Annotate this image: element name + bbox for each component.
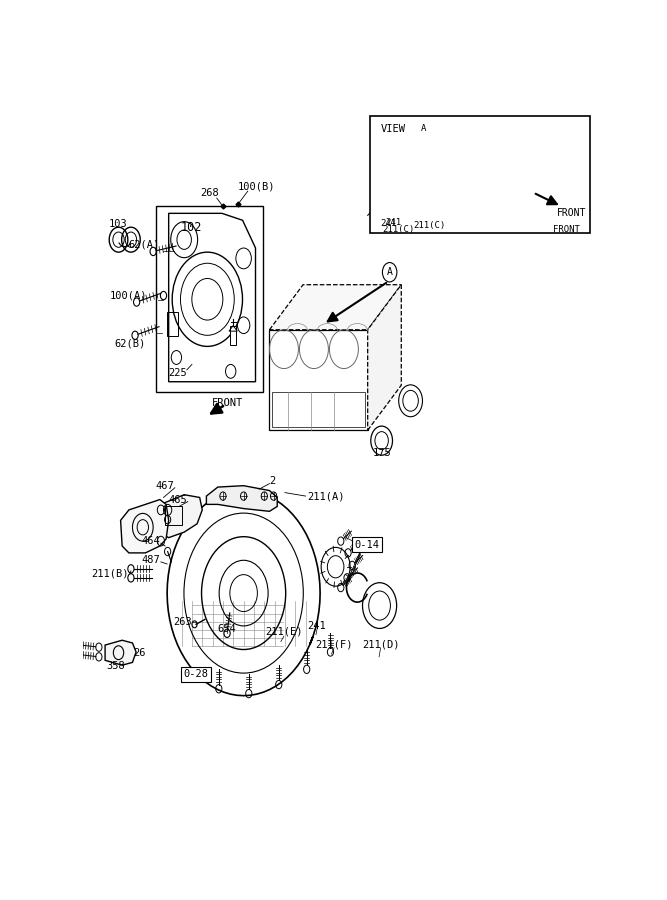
Text: 100(B): 100(B): [238, 181, 275, 192]
Text: 26: 26: [133, 648, 145, 659]
Polygon shape: [151, 495, 202, 537]
Text: 241: 241: [380, 220, 396, 229]
Text: 175: 175: [372, 448, 391, 458]
Text: 654: 654: [217, 624, 237, 634]
Bar: [230, 326, 236, 345]
Text: 263: 263: [173, 617, 192, 627]
Text: 211(C): 211(C): [414, 221, 446, 230]
Text: 241: 241: [386, 218, 402, 227]
Text: A: A: [421, 124, 426, 133]
Text: 211(D): 211(D): [362, 639, 400, 650]
Text: 211(B): 211(B): [91, 569, 129, 579]
Text: 102: 102: [181, 220, 202, 234]
Text: 2: 2: [269, 476, 275, 486]
Text: 100(A): 100(A): [110, 290, 147, 300]
Text: 268: 268: [201, 188, 219, 198]
Bar: [370, 116, 590, 233]
Text: 487: 487: [141, 554, 160, 565]
Text: 62(A): 62(A): [129, 239, 160, 249]
Text: 467: 467: [155, 481, 174, 491]
Text: 211(A): 211(A): [307, 491, 345, 501]
Text: 0-28: 0-28: [183, 670, 209, 680]
Text: 465: 465: [168, 494, 187, 505]
Polygon shape: [105, 640, 136, 665]
Bar: [165, 506, 181, 526]
Text: 211(C): 211(C): [383, 226, 415, 235]
Bar: [269, 329, 368, 430]
Text: VIEW: VIEW: [381, 124, 406, 134]
Text: 62(B): 62(B): [114, 338, 145, 348]
Polygon shape: [368, 284, 402, 430]
Bar: [272, 392, 365, 427]
Text: FRONT: FRONT: [211, 398, 243, 408]
Bar: [167, 312, 179, 337]
Text: 358: 358: [106, 661, 125, 670]
Polygon shape: [206, 486, 277, 511]
Text: 464: 464: [141, 536, 160, 546]
Bar: [156, 206, 263, 392]
Text: 0-14: 0-14: [354, 540, 379, 550]
Text: 241: 241: [307, 621, 326, 631]
Text: 103: 103: [109, 219, 128, 229]
Text: 211(E): 211(E): [265, 627, 303, 637]
Polygon shape: [121, 500, 169, 553]
Text: 211(F): 211(F): [315, 639, 353, 650]
Text: FRONT: FRONT: [557, 208, 586, 219]
Text: FRONT: FRONT: [553, 226, 580, 235]
Polygon shape: [269, 284, 402, 329]
Text: A: A: [387, 267, 393, 277]
Text: 225: 225: [168, 368, 187, 378]
